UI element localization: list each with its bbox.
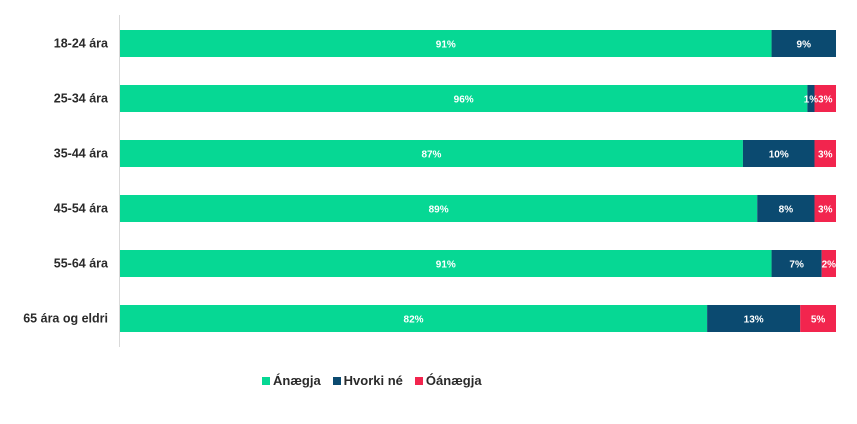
bar-segment — [800, 305, 836, 332]
category-label: 45-54 ára — [54, 202, 109, 216]
category-label: 18-24 ára — [54, 37, 109, 51]
data-label: 13% — [744, 315, 764, 326]
bar-segment — [821, 250, 836, 277]
category-labels: 18-24 ára 25-34 ára 35-44 ára 45-54 ára 55-6… — [23, 37, 109, 326]
category-label: 55-64 ára — [54, 257, 109, 271]
bar-segment — [814, 140, 836, 167]
bar-segment — [120, 195, 758, 222]
legend: Ánægja Hvorki né Óánægja — [262, 373, 482, 388]
bar-segment — [814, 85, 836, 112]
legend-swatch — [332, 376, 341, 385]
bar-segment — [120, 85, 808, 112]
bar-segment — [120, 30, 772, 57]
bar-segment — [120, 140, 743, 167]
bar-segment — [771, 250, 822, 277]
data-label: 91% — [436, 260, 456, 271]
legend-label: Hvorki né — [343, 373, 403, 388]
legend-swatch — [262, 376, 270, 385]
bar-segment — [771, 30, 836, 57]
legend-item: Óánægja — [414, 373, 482, 388]
data-label: 89% — [429, 205, 449, 216]
data-label: 96% — [454, 95, 474, 106]
data-label: 87% — [421, 150, 441, 161]
data-label: 7% — [789, 260, 804, 271]
data-labels: 91% 9%96% 1% 3%87% 10% 3%89% 8% 3%91% 7% 2%82% 13%… — [404, 40, 837, 326]
bar-segment — [120, 305, 708, 332]
bar-segment — [707, 305, 801, 332]
legend-label: Óánægja — [425, 373, 482, 388]
legend-swatch — [414, 376, 423, 385]
stacked-bar-chart: 18-24 ára 25-34 ára 35-44 ára 45-54 ára 55-6… — [23, 15, 837, 347]
data-label: 9% — [797, 40, 812, 51]
data-label: 3% — [818, 150, 833, 161]
bar-segment — [807, 85, 815, 112]
legend-item: Hvorki né — [332, 373, 403, 388]
data-label: 82% — [404, 315, 424, 326]
data-label: 1% — [804, 95, 819, 106]
data-label: 8% — [779, 205, 794, 216]
data-label: 10% — [769, 150, 789, 161]
data-label: 3% — [818, 205, 833, 216]
data-label: 2% — [822, 260, 837, 271]
legend-label: Ánægja — [273, 373, 321, 388]
category-label: 35-44 ára — [54, 147, 109, 161]
bar-segment — [742, 140, 815, 167]
category-label: 65 ára og eldri — [23, 312, 108, 326]
bar-segment — [757, 195, 815, 222]
data-label: 91% — [436, 40, 456, 51]
bar-segment — [120, 250, 772, 277]
bars — [120, 30, 836, 332]
category-label: 25-34 ára — [54, 92, 109, 106]
data-label: 3% — [818, 95, 833, 106]
legend-item: Ánægja — [262, 373, 321, 388]
bar-segment — [814, 195, 836, 222]
data-label: 5% — [811, 315, 826, 326]
